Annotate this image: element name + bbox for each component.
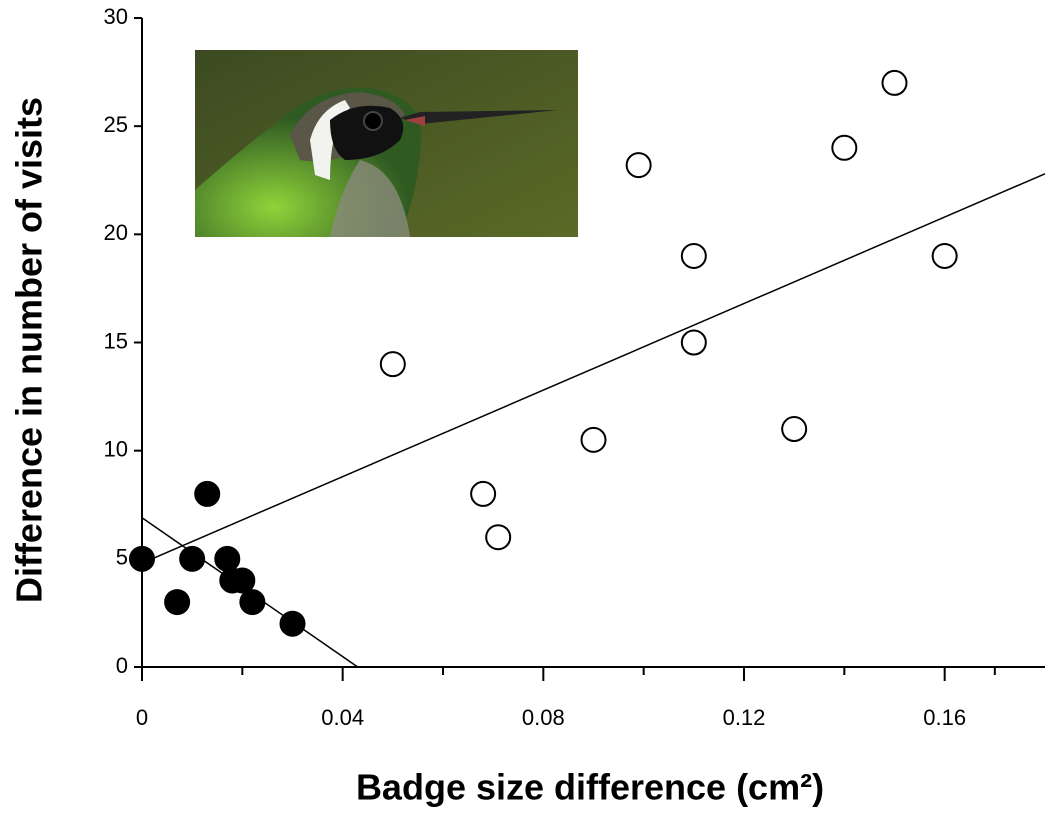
- point: [831, 134, 858, 161]
- point: [881, 69, 908, 96]
- y-tick-label: 5: [116, 545, 128, 570]
- y-tick-label: 0: [116, 653, 128, 678]
- y-tick-label: 20: [104, 220, 128, 245]
- point: [129, 545, 155, 572]
- point: [239, 589, 266, 616]
- point: [931, 242, 958, 269]
- point: [194, 480, 221, 507]
- point: [625, 152, 652, 179]
- point: [279, 610, 306, 637]
- fit-line: [141, 173, 1046, 564]
- x-tick-label: 0: [136, 705, 148, 730]
- point: [680, 242, 707, 269]
- point: [229, 567, 256, 594]
- point: [179, 545, 206, 572]
- y-tick-label: 10: [104, 436, 128, 461]
- photo-inset: [195, 50, 578, 237]
- y-tick-label: 15: [104, 328, 128, 353]
- point: [379, 351, 406, 378]
- y-tick-label: 25: [104, 112, 128, 137]
- x-tick-label: 0.16: [923, 705, 966, 730]
- point: [164, 589, 191, 616]
- point: [485, 524, 512, 551]
- point: [781, 416, 808, 443]
- point: [214, 545, 241, 572]
- x-tick-label: 0.08: [522, 705, 565, 730]
- point: [470, 480, 497, 507]
- x-axis-title: Badge size difference (cm²): [356, 767, 824, 808]
- x-tick-label: 0.12: [723, 705, 766, 730]
- x-tick-label: 0.04: [321, 705, 364, 730]
- y-axis-title: Difference in number of visits: [9, 97, 50, 603]
- y-tick-label: 30: [104, 4, 128, 29]
- point: [680, 329, 707, 356]
- point: [580, 426, 607, 453]
